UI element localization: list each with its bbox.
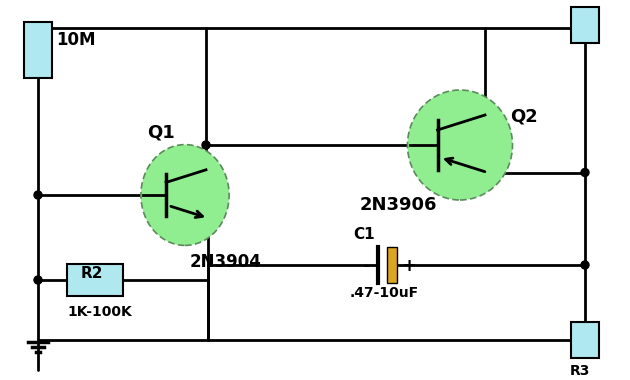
Text: 2N3906: 2N3906 — [360, 196, 437, 214]
Text: -: - — [363, 257, 370, 275]
Text: C1: C1 — [353, 227, 375, 242]
Circle shape — [34, 276, 42, 284]
Text: R2: R2 — [81, 266, 103, 281]
Text: Q1: Q1 — [147, 123, 175, 141]
Circle shape — [202, 141, 210, 149]
Text: R3: R3 — [570, 364, 590, 378]
Circle shape — [581, 168, 589, 176]
Text: 10M: 10M — [56, 31, 96, 49]
Text: 1K-100K: 1K-100K — [67, 305, 132, 319]
Circle shape — [581, 261, 589, 269]
Text: Q2: Q2 — [510, 108, 538, 126]
FancyBboxPatch shape — [571, 7, 599, 43]
FancyBboxPatch shape — [24, 22, 52, 78]
Ellipse shape — [141, 145, 229, 245]
Ellipse shape — [408, 90, 512, 200]
Text: +: + — [401, 257, 416, 275]
Text: 2N3904: 2N3904 — [190, 253, 262, 271]
FancyBboxPatch shape — [387, 247, 397, 283]
Text: .47-10uF: .47-10uF — [350, 286, 419, 300]
FancyBboxPatch shape — [571, 322, 599, 358]
Circle shape — [34, 191, 42, 199]
FancyBboxPatch shape — [67, 264, 123, 296]
